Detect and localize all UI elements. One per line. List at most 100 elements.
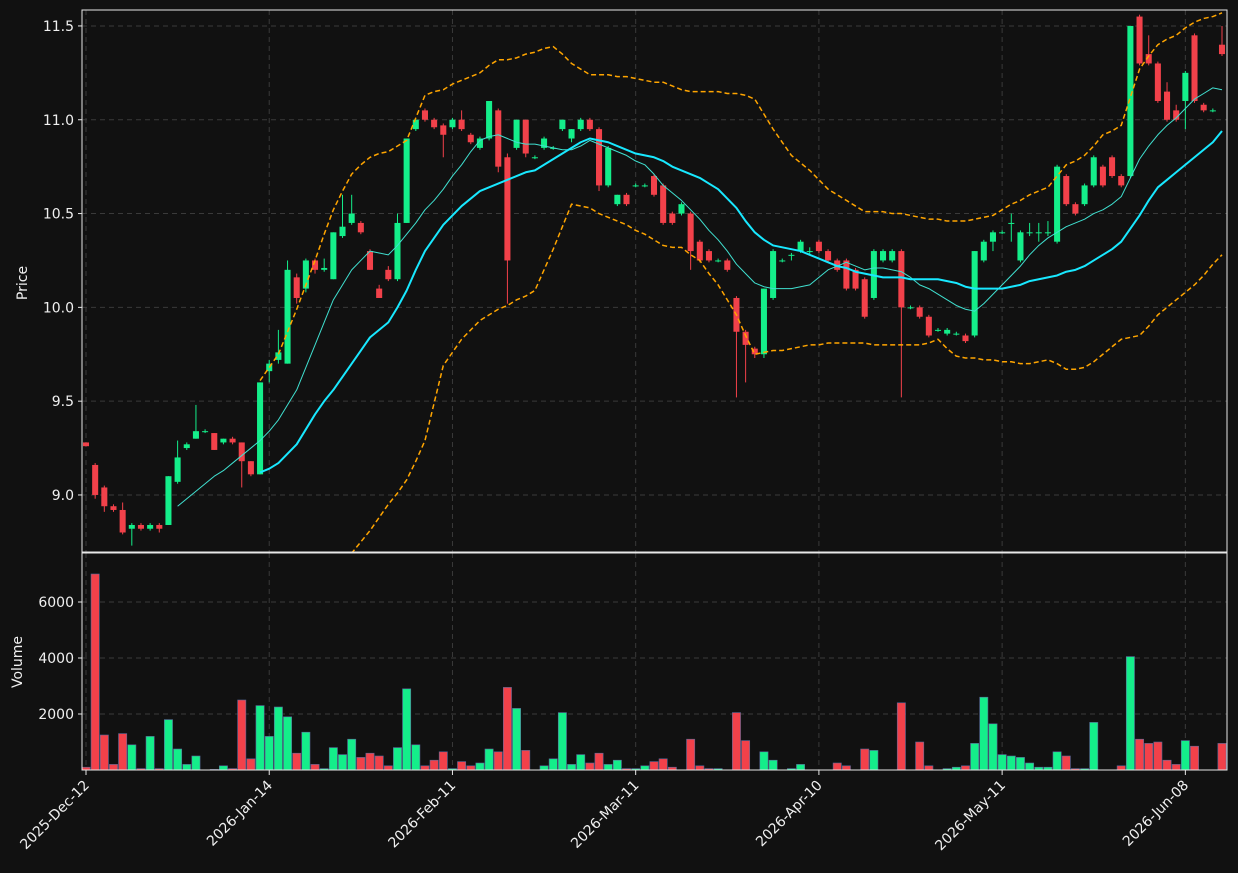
volume-bar	[915, 741, 925, 770]
plot-frame	[81, 552, 1228, 771]
volume-bar	[1135, 738, 1144, 770]
y-tick-label: 11.0	[43, 113, 74, 129]
candle-body	[650, 176, 658, 195]
y-tick-label: 6000	[38, 595, 74, 611]
volume-bar	[273, 706, 283, 770]
y-tick-label: 9.0	[52, 488, 74, 504]
candle-body	[1035, 232, 1042, 234]
candle-body	[614, 194, 621, 205]
candle-body	[541, 138, 548, 148]
volume-bar	[182, 764, 192, 770]
indicator-line	[259, 130, 1223, 474]
volume-bar	[393, 747, 402, 770]
y-tick-label: 2000	[38, 707, 74, 723]
candle-body	[1109, 157, 1116, 177]
volume-bar	[502, 687, 512, 770]
candle-body	[385, 269, 392, 280]
candle-body	[476, 138, 483, 148]
volume-bar	[686, 738, 696, 770]
candle-body	[1191, 35, 1198, 101]
volume-bar	[979, 696, 989, 770]
volume-bar	[347, 738, 357, 770]
volume-bar	[374, 755, 384, 770]
volume-bar	[118, 733, 128, 770]
volume-bar	[173, 748, 183, 770]
volume-bar	[1061, 755, 1071, 770]
candle-body	[293, 277, 300, 298]
candle-body	[1182, 72, 1189, 101]
candle-body	[568, 129, 575, 139]
candle-body	[1099, 166, 1106, 186]
candle-body	[192, 431, 199, 439]
volume-bar	[603, 764, 613, 770]
candle-body	[1118, 176, 1125, 186]
y-tick-label: 4000	[38, 651, 74, 667]
volume-bar	[832, 762, 842, 770]
volume-bar	[841, 765, 851, 770]
candle-body	[1090, 157, 1097, 186]
candle-body	[641, 185, 648, 187]
volume-bar	[145, 736, 155, 770]
x-tick-label: 2026-Jan-14	[204, 777, 276, 849]
volume-bar	[255, 705, 265, 770]
volume-bar	[585, 762, 595, 770]
volume-bar	[127, 744, 137, 770]
candle-body	[687, 213, 694, 252]
volume-bar	[264, 736, 274, 770]
x-tick-label: 2026-Mar-11	[568, 778, 642, 852]
candle-body	[147, 524, 154, 529]
y-tick-label: 10.5	[43, 207, 74, 223]
volume-bar	[649, 761, 659, 770]
volume-bar	[896, 702, 906, 770]
candle-body	[1008, 222, 1015, 224]
candle-body	[797, 241, 804, 252]
candle-body	[92, 464, 99, 495]
volume-bar	[338, 754, 347, 770]
candle-body	[889, 251, 896, 261]
candle-body	[815, 241, 822, 252]
candle-body	[1200, 104, 1207, 111]
x-tick-label: 2026-Jun-08	[1120, 778, 1192, 850]
volume-bar	[301, 731, 311, 770]
candle-body	[916, 307, 923, 317]
volume-bar	[310, 764, 320, 770]
plot-area	[82, 12, 1226, 552]
volume-bar	[667, 766, 677, 770]
volume-bar	[732, 712, 741, 770]
volume-bar	[1144, 743, 1154, 770]
candle-body	[348, 213, 355, 223]
x-tick-label: 2026-Apr-10	[753, 778, 826, 851]
candle-body	[1154, 63, 1161, 101]
candle-body	[678, 204, 685, 214]
volume-bar	[1025, 762, 1035, 770]
candle-body	[705, 251, 712, 261]
volume-bar	[860, 748, 870, 770]
volume-bar	[924, 765, 934, 770]
volume-bar	[1016, 757, 1025, 770]
volume-bar	[557, 712, 567, 770]
volume-bar	[741, 740, 751, 770]
candle-body	[1173, 110, 1180, 120]
indicator-line	[351, 203, 1223, 552]
volume-bar	[594, 752, 604, 770]
volume-bar	[109, 764, 118, 770]
candle-body	[110, 506, 117, 510]
candle-body	[1209, 110, 1216, 112]
volume-bar	[411, 744, 421, 770]
candle-body	[82, 442, 90, 447]
candle-body	[522, 119, 529, 154]
candle-body	[660, 185, 667, 223]
candle-body	[1145, 54, 1152, 64]
volume-bar	[402, 688, 412, 770]
x-tick-label: 2025-Dec-12	[17, 778, 92, 853]
candle-body	[1054, 166, 1061, 242]
candle-body	[1127, 25, 1134, 177]
candle-body	[861, 279, 868, 317]
volume-bar	[237, 699, 247, 770]
candle-body	[806, 251, 813, 253]
volume-bar	[576, 754, 586, 770]
candle-body	[302, 260, 309, 289]
candle-body	[770, 251, 777, 298]
